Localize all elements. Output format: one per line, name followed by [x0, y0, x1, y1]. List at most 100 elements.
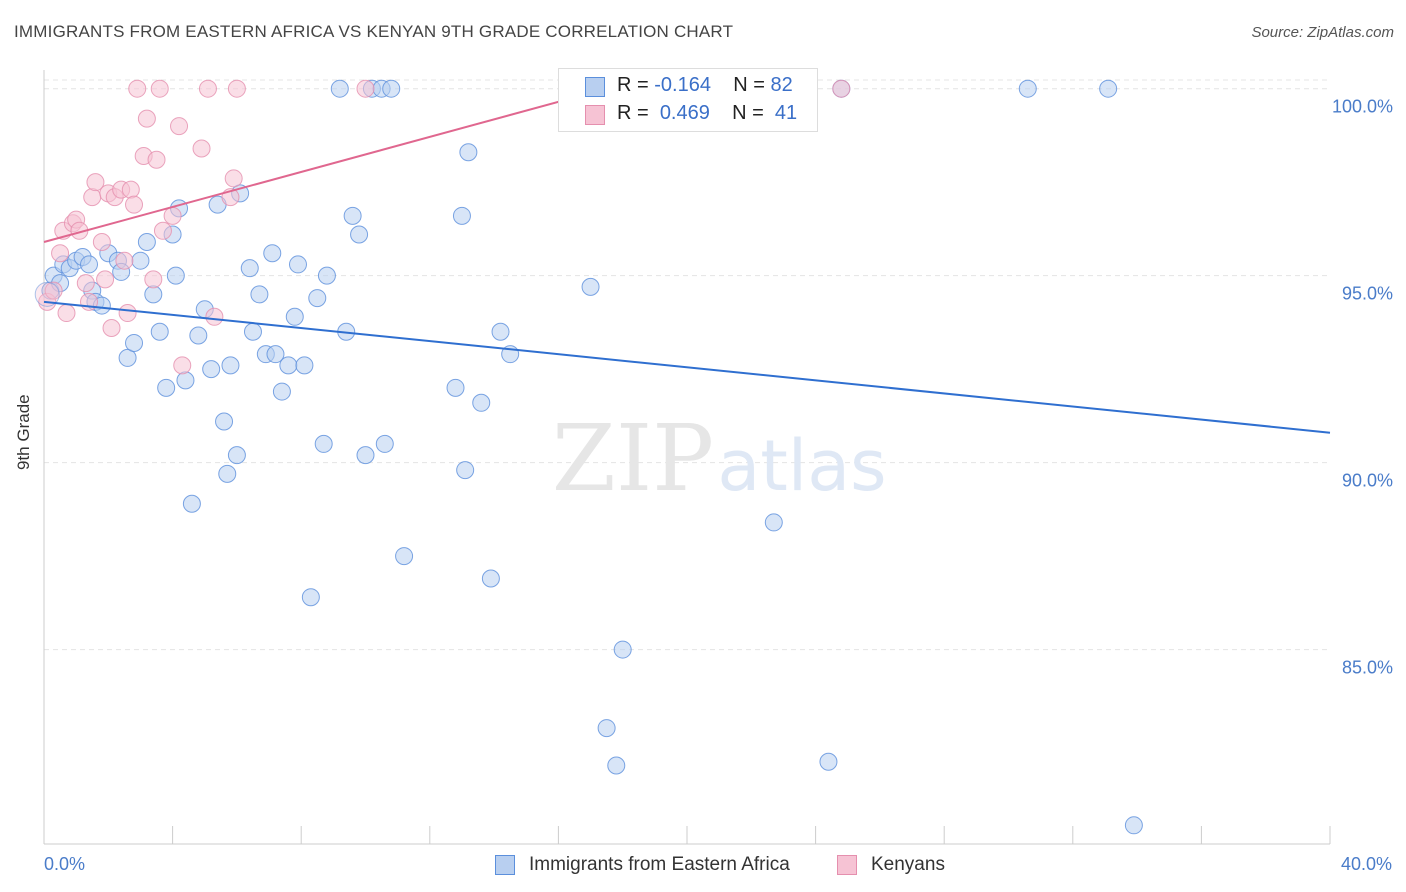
point-eastern-africa: [350, 225, 369, 244]
point-kenyan: [137, 109, 156, 128]
n-value-1: 82: [770, 74, 793, 96]
point-eastern-africa: [597, 719, 616, 738]
legend-item-kenyans[interactable]: Kenyans: [837, 852, 945, 878]
point-eastern-africa: [279, 356, 298, 375]
point-kenyan: [144, 270, 163, 289]
point-kenyan: [224, 169, 243, 188]
point-kenyan: [205, 307, 224, 326]
y-tick-label: 85.0%: [1342, 658, 1393, 678]
blue-swatch: [585, 77, 605, 97]
point-kenyan: [163, 206, 182, 225]
r-value-2: 0.469: [659, 102, 710, 124]
point-eastern-africa: [395, 547, 414, 566]
point-eastern-africa: [581, 277, 600, 296]
point-eastern-africa: [266, 345, 285, 364]
chart-title: IMMIGRANTS FROM EASTERN AFRICA VS KENYAN…: [14, 22, 734, 41]
point-eastern-africa: [137, 233, 156, 251]
point-eastern-africa: [452, 206, 471, 225]
trendline-eastern-africa: [43, 300, 1331, 434]
point-eastern-africa: [240, 259, 259, 278]
point-eastern-africa: [157, 378, 176, 397]
point-eastern-africa: [607, 756, 626, 775]
point-kenyan: [153, 221, 172, 240]
legend-label-kenyans: Kenyans: [871, 854, 945, 875]
source-credit: Source: ZipAtlas.com: [1251, 24, 1394, 41]
point-kenyan: [57, 304, 76, 323]
legend-label-eastern-africa: Immigrants from Eastern Africa: [529, 854, 790, 875]
point-kenyan: [102, 319, 121, 337]
point-eastern-africa: [343, 206, 362, 225]
point-eastern-africa: [131, 251, 150, 270]
y-tick-label: 100.0%: [1332, 97, 1393, 117]
point-eastern-africa: [459, 143, 478, 162]
point-eastern-africa: [215, 412, 234, 431]
point-eastern-africa: [1124, 816, 1143, 835]
n-label-2: N =: [732, 102, 764, 124]
watermark: ZIP atlas: [552, 405, 887, 512]
point-eastern-africa: [189, 326, 208, 345]
point-kenyan: [83, 188, 102, 207]
point-eastern-africa: [182, 494, 201, 513]
point-cluster: [34, 281, 60, 307]
point-eastern-africa: [218, 464, 237, 483]
point-eastern-africa: [446, 378, 465, 397]
r-label-2: R =: [617, 102, 649, 124]
r-value-1: -0.164: [654, 74, 711, 96]
point-eastern-africa: [613, 640, 632, 659]
point-kenyan: [128, 79, 147, 98]
n-value-2: 41: [774, 102, 798, 124]
trendline-kenyans: [43, 87, 607, 243]
point-eastern-africa: [118, 348, 137, 367]
point-eastern-africa: [317, 266, 336, 285]
point-kenyan: [118, 304, 137, 323]
watermark-atlas: atlas: [717, 425, 886, 507]
point-eastern-africa: [243, 322, 262, 341]
x-tick-label: 0.0%: [44, 854, 85, 874]
point-eastern-africa: [491, 322, 510, 341]
point-eastern-africa: [176, 371, 195, 390]
y-tick-label: 95.0%: [1342, 284, 1393, 304]
point-kenyan: [121, 180, 140, 199]
point-eastern-africa: [80, 255, 99, 274]
point-eastern-africa: [456, 461, 475, 480]
point-kenyan: [198, 79, 217, 98]
point-eastern-africa: [301, 588, 320, 607]
point-eastern-africa: [382, 79, 401, 98]
point-eastern-africa: [308, 289, 327, 308]
point-eastern-africa: [144, 285, 163, 304]
point-eastern-africa: [150, 322, 169, 341]
point-eastern-africa: [314, 434, 333, 453]
point-eastern-africa: [330, 79, 349, 98]
point-kenyan: [125, 195, 144, 214]
point-kenyan: [832, 79, 851, 98]
point-kenyan: [76, 274, 95, 293]
watermark-zip: ZIP: [552, 405, 714, 512]
stats-legend: R = -0.164 N = 82 R = 0.469 N = 41: [558, 68, 818, 132]
point-eastern-africa: [764, 513, 783, 532]
point-kenyan: [51, 244, 70, 263]
legend-swatch-blue: [495, 855, 515, 875]
legend-swatch-pink: [837, 855, 857, 875]
r-label-1: R =: [617, 74, 649, 96]
legend-item-eastern-africa[interactable]: Immigrants from Eastern Africa: [495, 852, 790, 878]
point-eastern-africa: [263, 244, 282, 263]
point-eastern-africa: [227, 446, 246, 465]
point-eastern-africa: [356, 446, 375, 465]
point-eastern-africa: [1018, 79, 1037, 98]
n-label-1: N =: [733, 74, 765, 96]
x-tick-label: 40.0%: [1341, 854, 1392, 874]
point-kenyan: [173, 356, 192, 375]
tick-labels: 100.0% 95.0% 90.0% 85.0% 0.0% 40.0%: [44, 97, 1393, 874]
point-eastern-africa: [481, 569, 500, 588]
point-eastern-africa: [125, 333, 144, 352]
point-kenyan: [115, 251, 134, 270]
point-eastern-africa: [1099, 79, 1118, 98]
point-eastern-africa: [295, 356, 314, 375]
point-eastern-africa: [202, 360, 221, 379]
point-eastern-africa: [375, 434, 394, 453]
y-axis-title: 9th Grade: [14, 394, 33, 470]
point-kenyan: [96, 270, 115, 289]
point-kenyan: [44, 281, 63, 300]
point-eastern-africa: [221, 356, 240, 375]
